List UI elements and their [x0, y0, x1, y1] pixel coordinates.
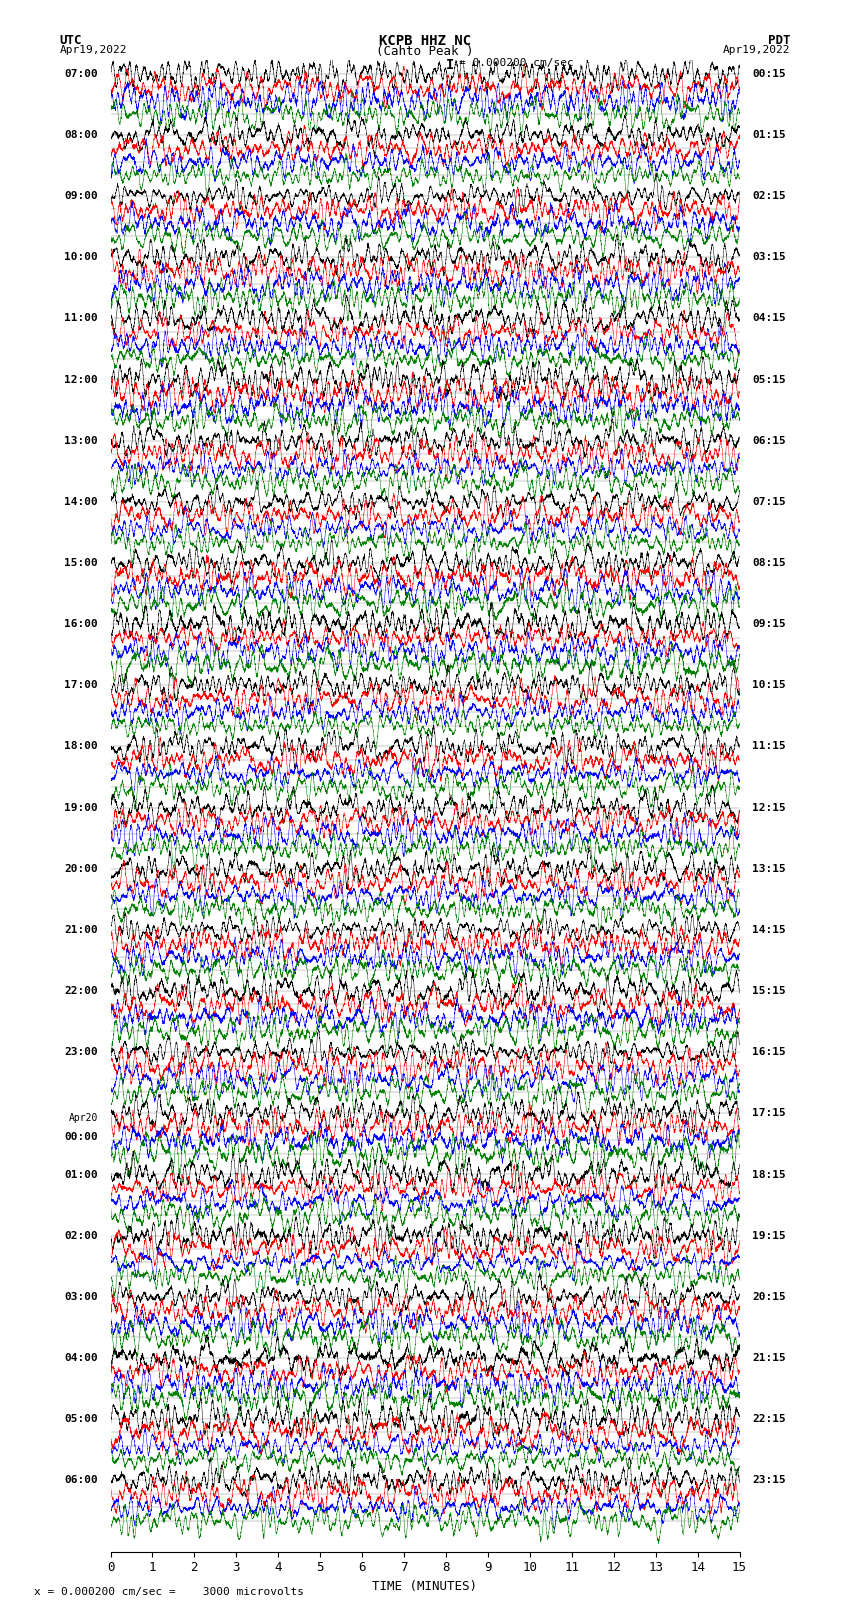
Text: 18:15: 18:15 — [752, 1169, 786, 1179]
Text: Apr19,2022: Apr19,2022 — [723, 45, 791, 55]
Text: 17:00: 17:00 — [64, 681, 98, 690]
Text: 07:00: 07:00 — [64, 69, 98, 79]
X-axis label: TIME (MINUTES): TIME (MINUTES) — [372, 1581, 478, 1594]
Text: 00:15: 00:15 — [752, 69, 786, 79]
Text: 08:00: 08:00 — [64, 131, 98, 140]
Text: 10:15: 10:15 — [752, 681, 786, 690]
Text: 16:15: 16:15 — [752, 1047, 786, 1057]
Text: 20:15: 20:15 — [752, 1292, 786, 1302]
Text: 02:15: 02:15 — [752, 192, 786, 202]
Text: 10:00: 10:00 — [64, 252, 98, 263]
Text: 22:00: 22:00 — [64, 986, 98, 997]
Text: KCPB HHZ NC: KCPB HHZ NC — [379, 34, 471, 48]
Text: 21:00: 21:00 — [64, 924, 98, 936]
Text: 05:00: 05:00 — [64, 1415, 98, 1424]
Text: 15:15: 15:15 — [752, 986, 786, 997]
Text: 15:00: 15:00 — [64, 558, 98, 568]
Text: 17:15: 17:15 — [752, 1108, 786, 1118]
Text: 22:15: 22:15 — [752, 1415, 786, 1424]
Text: 02:00: 02:00 — [64, 1231, 98, 1240]
Text: 11:00: 11:00 — [64, 313, 98, 324]
Text: 18:00: 18:00 — [64, 742, 98, 752]
Text: 03:00: 03:00 — [64, 1292, 98, 1302]
Text: 14:15: 14:15 — [752, 924, 786, 936]
Text: 20:00: 20:00 — [64, 865, 98, 874]
Text: 09:15: 09:15 — [752, 619, 786, 629]
Text: 23:00: 23:00 — [64, 1047, 98, 1057]
Text: = 0.000200 cm/sec: = 0.000200 cm/sec — [459, 58, 574, 68]
Text: UTC: UTC — [60, 34, 82, 47]
Text: 01:15: 01:15 — [752, 131, 786, 140]
Text: 01:00: 01:00 — [64, 1169, 98, 1179]
Text: 07:15: 07:15 — [752, 497, 786, 506]
Text: 13:15: 13:15 — [752, 865, 786, 874]
Text: 13:00: 13:00 — [64, 436, 98, 445]
Text: Apr20: Apr20 — [69, 1113, 98, 1123]
Text: 14:00: 14:00 — [64, 497, 98, 506]
Text: 16:00: 16:00 — [64, 619, 98, 629]
Text: x = 0.000200 cm/sec =    3000 microvolts: x = 0.000200 cm/sec = 3000 microvolts — [34, 1587, 304, 1597]
Text: 19:00: 19:00 — [64, 803, 98, 813]
Text: 06:15: 06:15 — [752, 436, 786, 445]
Text: 08:15: 08:15 — [752, 558, 786, 568]
Text: 23:15: 23:15 — [752, 1476, 786, 1486]
Text: Apr19,2022: Apr19,2022 — [60, 45, 127, 55]
Text: 04:00: 04:00 — [64, 1353, 98, 1363]
Text: PDT: PDT — [768, 34, 790, 47]
Text: 03:15: 03:15 — [752, 252, 786, 263]
Text: 12:15: 12:15 — [752, 803, 786, 813]
Text: 11:15: 11:15 — [752, 742, 786, 752]
Text: 19:15: 19:15 — [752, 1231, 786, 1240]
Text: I: I — [446, 58, 455, 73]
Text: 04:15: 04:15 — [752, 313, 786, 324]
Text: 12:00: 12:00 — [64, 374, 98, 384]
Text: 06:00: 06:00 — [64, 1476, 98, 1486]
Text: 00:00: 00:00 — [64, 1132, 98, 1142]
Text: 05:15: 05:15 — [752, 374, 786, 384]
Text: 09:00: 09:00 — [64, 192, 98, 202]
Text: 21:15: 21:15 — [752, 1353, 786, 1363]
Text: (Cahto Peak ): (Cahto Peak ) — [377, 45, 473, 58]
